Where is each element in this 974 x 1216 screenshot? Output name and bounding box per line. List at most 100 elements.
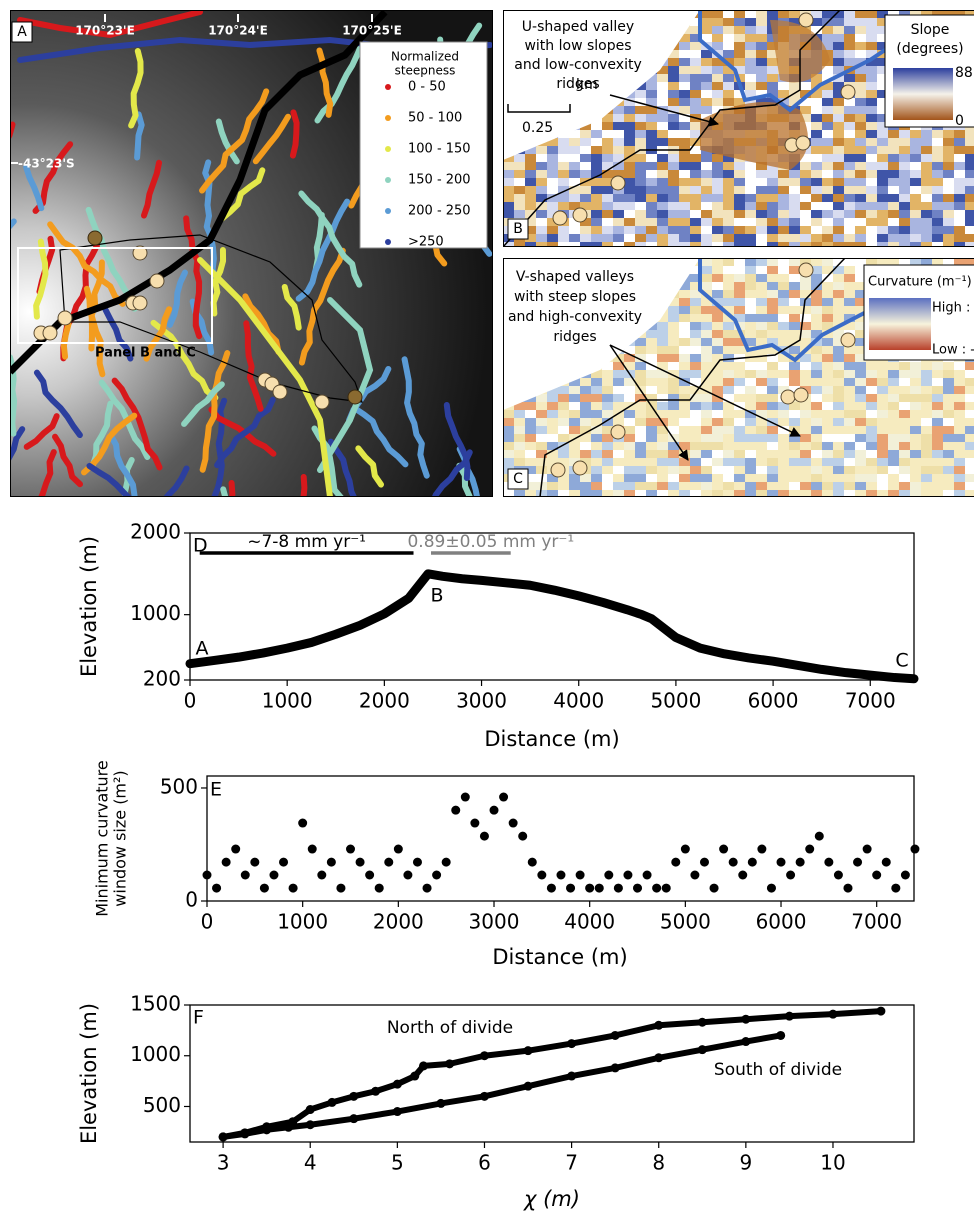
- raster-cell: [679, 434, 691, 443]
- raster-cell: [646, 418, 658, 427]
- raster-cell: [921, 418, 933, 427]
- raster-cell: [811, 114, 823, 123]
- raster-cell: [712, 18, 724, 27]
- raster-cell: [866, 42, 878, 51]
- raster-cell: [965, 258, 974, 267]
- raster-cell: [635, 362, 647, 371]
- raster-cell: [635, 202, 647, 211]
- raster-cell: [767, 194, 779, 203]
- raster-cell: [723, 26, 735, 35]
- raster-cell: [591, 410, 603, 419]
- raster-cell: [547, 170, 559, 179]
- raster-cell: [712, 458, 724, 467]
- raster-cell: [822, 154, 834, 163]
- raster-cell: [679, 362, 691, 371]
- raster-cell: [690, 186, 702, 195]
- raster-cell: [844, 378, 856, 387]
- raster-cell: [811, 26, 823, 35]
- raster-cell: [954, 490, 966, 497]
- raster-cell: [811, 330, 823, 339]
- raster-cell: [943, 442, 955, 451]
- raster-cell: [943, 450, 955, 459]
- raster-cell: [745, 338, 757, 347]
- raster-cell: [910, 146, 922, 155]
- rate-label: ~7-8 mm yr⁻¹: [247, 532, 366, 552]
- raster-cell: [745, 290, 757, 299]
- raster-cell: [701, 210, 713, 219]
- raster-cell: [921, 10, 933, 19]
- raster-cell: [635, 338, 647, 347]
- raster-cell: [701, 274, 713, 283]
- raster-cell: [800, 402, 812, 411]
- raster-cell: [679, 234, 691, 243]
- raster-cell: [657, 194, 669, 203]
- raster-cell: [668, 386, 680, 395]
- raster-cell: [767, 394, 779, 403]
- raster-cell: [712, 322, 724, 331]
- raster-cell: [954, 258, 966, 267]
- raster-cell: [646, 394, 658, 403]
- plot-frame: [206, 775, 915, 902]
- raster-cell: [888, 458, 900, 467]
- raster-cell: [701, 458, 713, 467]
- raster-cell: [613, 458, 625, 467]
- raster-cell: [855, 378, 867, 387]
- raster-cell: [855, 42, 867, 51]
- raster-cell: [646, 434, 658, 443]
- raster-cell: [844, 474, 856, 483]
- raster-cell: [547, 482, 559, 491]
- data-point: [776, 1030, 786, 1040]
- raster-cell: [679, 482, 691, 491]
- raster-cell: [822, 258, 834, 267]
- raster-cell: [767, 362, 779, 371]
- raster-cell: [756, 298, 768, 307]
- raster-cell: [789, 338, 801, 347]
- raster-cell: [888, 202, 900, 211]
- raster-cell: [701, 154, 713, 163]
- raster-cell: [921, 466, 933, 475]
- raster-cell: [646, 386, 658, 395]
- data-point: [523, 1081, 533, 1091]
- raster-cell: [855, 202, 867, 211]
- raster-cell: [954, 362, 966, 371]
- data-point: [479, 1091, 489, 1101]
- raster-cell: [789, 306, 801, 315]
- raster-cell: [811, 458, 823, 467]
- raster-cell: [690, 266, 702, 275]
- raster-cell: [866, 218, 878, 227]
- raster-cell: [657, 338, 669, 347]
- raster-cell: [932, 194, 944, 203]
- raster-cell: [712, 354, 724, 363]
- x-tick-label: 7000: [851, 910, 902, 934]
- data-point: [221, 857, 231, 867]
- raster-cell: [778, 178, 790, 187]
- raster-cell: [723, 314, 735, 323]
- raster-cell: [679, 218, 691, 227]
- raster-cell: [800, 234, 812, 243]
- stream: [298, 247, 346, 366]
- raster-cell: [778, 338, 790, 347]
- raster-cell: [800, 330, 812, 339]
- raster-cell: [558, 386, 570, 395]
- raster-cell: [833, 74, 845, 83]
- raster-cell: [635, 426, 647, 435]
- raster-cell: [954, 178, 966, 187]
- raster-cell: [877, 258, 889, 267]
- data-point: [776, 857, 786, 867]
- data-point: [269, 870, 279, 880]
- raster-cell: [734, 450, 746, 459]
- raster-cell: [701, 442, 713, 451]
- raster-cell: [789, 266, 801, 275]
- raster-cell: [712, 226, 724, 235]
- raster-cell: [778, 418, 790, 427]
- raster-cell: [701, 338, 713, 347]
- raster-cell: [855, 298, 867, 307]
- raster-cell: [712, 410, 724, 419]
- raster-cell: [701, 178, 713, 187]
- raster-cell: [635, 178, 647, 187]
- raster-cell: [723, 410, 735, 419]
- raster-cell: [723, 370, 735, 379]
- sample-site: [840, 84, 856, 100]
- raster-cell: [569, 242, 581, 247]
- raster-cell: [789, 234, 801, 243]
